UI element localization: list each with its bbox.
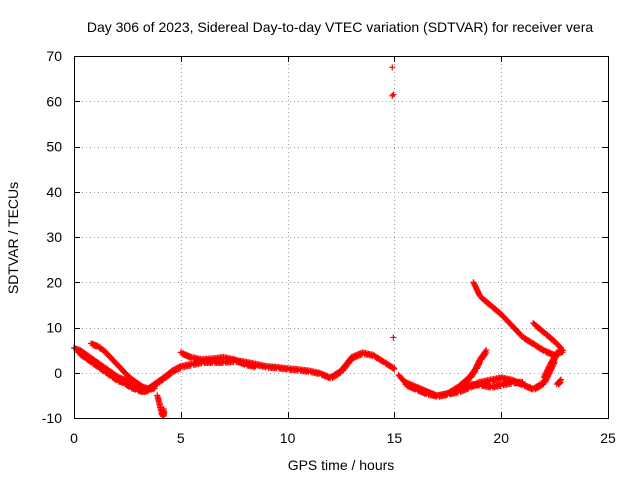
data-point <box>390 334 397 341</box>
series-track-g <box>402 378 526 400</box>
x-tick-label: 25 <box>600 430 616 446</box>
data-points <box>71 64 567 420</box>
y-tick-label: 60 <box>46 93 62 109</box>
series-track-i <box>470 279 558 359</box>
x-tick-label: 10 <box>280 430 296 446</box>
x-tick-label: 5 <box>177 430 185 446</box>
data-point <box>391 365 398 372</box>
series-track-h <box>444 347 490 397</box>
data-point <box>558 376 565 383</box>
y-tick-label: 70 <box>46 48 62 64</box>
y-tick-label: -10 <box>42 410 62 426</box>
series-track-k <box>540 347 567 381</box>
chart-title: Day 306 of 2023, Sidereal Day-to-day VTE… <box>87 19 593 35</box>
y-axis-label: SDTVAR / TECUs <box>5 182 21 294</box>
y-tick-label: 30 <box>46 229 62 245</box>
data-point <box>390 91 397 98</box>
x-tick-label: 15 <box>387 430 403 446</box>
data-point <box>251 364 258 371</box>
data-point <box>483 347 490 354</box>
y-tick-label: 40 <box>46 184 62 200</box>
data-point <box>160 405 167 412</box>
data-point <box>389 92 396 99</box>
axis-ticks: 0 5 10 15 20 25 -10 0 10 20 30 40 50 60 70 <box>42 48 616 446</box>
x-tick-label: 0 <box>70 430 78 446</box>
grid <box>74 56 608 418</box>
y-tick-label: 20 <box>46 274 62 290</box>
x-axis-label: GPS time / hours <box>288 457 395 473</box>
data-point <box>152 383 159 390</box>
plot-frame <box>74 56 609 419</box>
series-track-j <box>530 319 565 352</box>
y-tick-label: 0 <box>54 365 62 381</box>
data-point <box>519 378 526 385</box>
series-track-l <box>553 376 565 388</box>
series-track-d <box>154 392 168 420</box>
data-point <box>252 362 259 369</box>
data-point <box>389 64 396 71</box>
y-tick-label: 10 <box>46 320 62 336</box>
series-track-c <box>75 349 159 395</box>
series-outliers <box>389 64 397 341</box>
data-point <box>560 347 567 354</box>
y-tick-label: 50 <box>46 139 62 155</box>
x-tick-label: 20 <box>493 430 509 446</box>
series-track-e <box>177 349 259 371</box>
